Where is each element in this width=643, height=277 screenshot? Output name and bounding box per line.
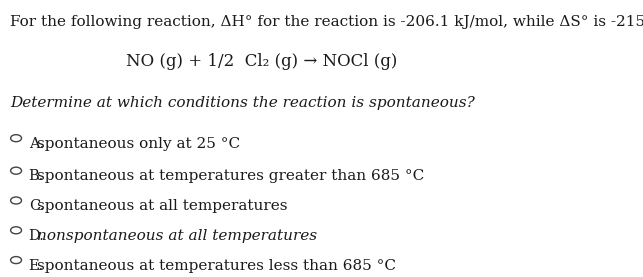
Text: Determine at which conditions the reaction is spontaneous?: Determine at which conditions the reacti… xyxy=(10,96,475,110)
Text: D.: D. xyxy=(29,229,44,243)
Text: spontaneous at temperatures less than 685 °C: spontaneous at temperatures less than 68… xyxy=(37,259,396,273)
Text: B.: B. xyxy=(29,169,44,183)
Text: For the following reaction, ΔH° for the reaction is -206.1 kJ/mol, while ΔS° is : For the following reaction, ΔH° for the … xyxy=(10,15,643,29)
Text: NO (g) + 1/2  Cl₂ (g) → NOCl (g): NO (g) + 1/2 Cl₂ (g) → NOCl (g) xyxy=(125,53,397,70)
Text: C.: C. xyxy=(29,199,44,213)
Text: E.: E. xyxy=(29,259,44,273)
Text: nonspontaneous at all temperatures: nonspontaneous at all temperatures xyxy=(37,229,317,243)
Text: spontaneous at temperatures greater than 685 °C: spontaneous at temperatures greater than… xyxy=(37,169,424,183)
Text: spontaneous at all temperatures: spontaneous at all temperatures xyxy=(37,199,287,213)
Text: A.: A. xyxy=(29,137,44,151)
Text: spontaneous only at 25 °C: spontaneous only at 25 °C xyxy=(37,137,240,151)
